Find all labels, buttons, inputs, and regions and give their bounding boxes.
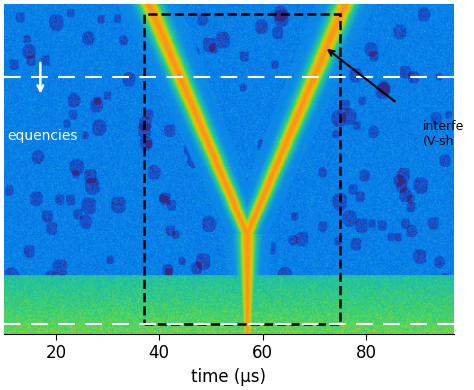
Bar (144, 14, 340, 324)
Text: interfe
(V-sh: interfe (V-sh (423, 120, 464, 147)
X-axis label: time (μs): time (μs) (191, 368, 266, 386)
Text: equencies: equencies (7, 129, 77, 143)
